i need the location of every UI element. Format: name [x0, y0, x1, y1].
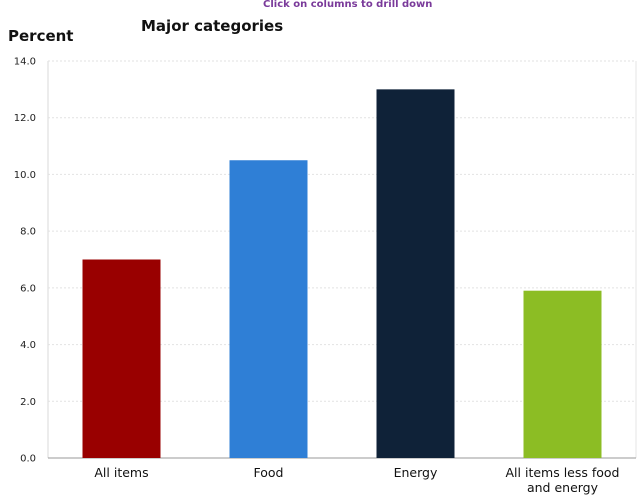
bar-all-items[interactable]: [82, 259, 161, 459]
bar-food[interactable]: [229, 160, 308, 458]
x-tick-label: Food: [254, 465, 284, 480]
x-tick-label: All items less food: [506, 465, 620, 480]
bar-energy[interactable]: [376, 89, 455, 458]
x-tick-label: All items: [94, 465, 148, 480]
drill-down-hint: Click on columns to drill down: [263, 0, 433, 10]
bar-all-items-less-food[interactable]: [523, 290, 602, 458]
y-tick-label: 4.0: [20, 340, 36, 351]
y-tick-label: 14.0: [14, 57, 36, 68]
y-tick-label: 0.0: [20, 454, 36, 465]
y-tick-label: 10.0: [14, 170, 36, 181]
y-tick-label: 8.0: [20, 227, 36, 238]
y-tick-label: 2.0: [20, 397, 36, 408]
y-tick-label: 6.0: [20, 283, 36, 294]
y-tick-label: 12.0: [14, 113, 36, 124]
y-axis-label: Percent: [8, 27, 74, 45]
chart-title: Major categories: [141, 17, 284, 35]
x-tick-label: and energy: [527, 480, 599, 495]
x-tick-label: Energy: [394, 465, 438, 480]
